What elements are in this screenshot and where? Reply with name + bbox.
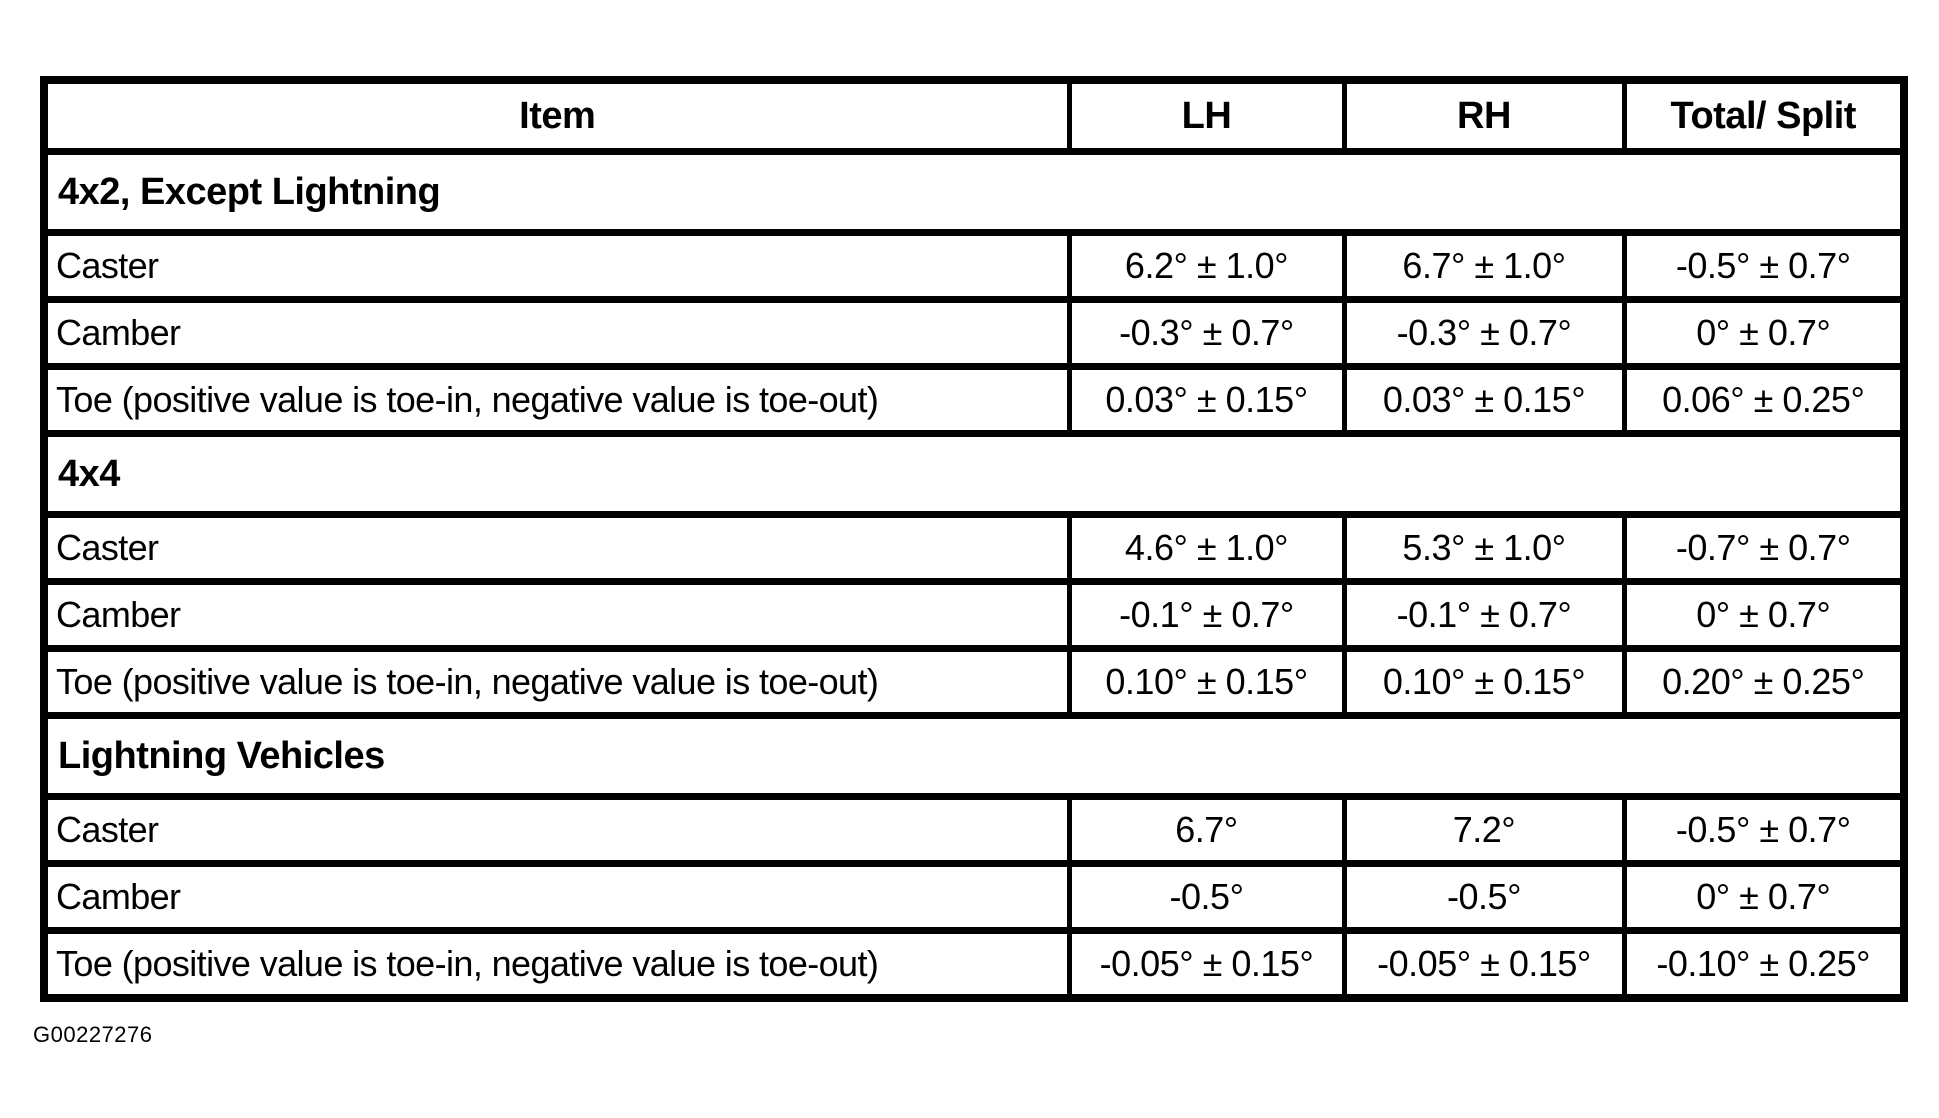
section-title: Lightning Vehicles [41,712,1907,800]
table-row-lightning-camber: Camber -0.5° -0.5° 0° ± 0.7° [41,860,1907,934]
total-split-value: -0.7° ± 0.7° [1621,511,1907,585]
col-header-item: Item [41,76,1072,155]
table-row-4x4-camber: Camber -0.1° ± 0.7° -0.1° ± 0.7° 0° ± 0.… [41,578,1907,652]
item-cell: Caster [41,793,1072,867]
table-row-4x4-caster: Caster 4.6° ± 1.0° 5.3° ± 1.0° -0.7° ± 0… [41,511,1907,585]
rh-value: -0.3° ± 0.7° [1341,296,1627,370]
rh-value: -0.1° ± 0.7° [1341,578,1627,652]
table-row-4x2-caster: Caster 6.2° ± 1.0° 6.7° ± 1.0° -0.5° ± 0… [41,229,1907,303]
lh-value: 6.7° [1066,793,1347,867]
column-header-row: Item LH RH Total/ Split [41,76,1907,155]
lh-value: 4.6° ± 1.0° [1066,511,1347,585]
table-row-4x4-toe: Toe (positive value is toe-in, negative … [41,645,1907,719]
section-title: 4x4 [41,430,1907,518]
lh-value: 6.2° ± 1.0° [1066,229,1347,303]
item-cell: Caster [41,229,1072,303]
item-cell: Camber [41,296,1072,370]
table-row-4x2-camber: Camber -0.3° ± 0.7° -0.3° ± 0.7° 0° ± 0.… [41,296,1907,370]
section-header-4x4: 4x4 [41,430,1907,518]
section-header-lightning-vehicles: Lightning Vehicles [41,712,1907,800]
rh-value: 7.2° [1341,793,1627,867]
item-cell: Caster [41,511,1072,585]
table-row-lightning-toe: Toe (positive value is toe-in, negative … [41,927,1907,1002]
total-split-value: 0° ± 0.7° [1621,860,1907,934]
rh-value: 6.7° ± 1.0° [1341,229,1627,303]
item-cell: Toe (positive value is toe-in, negative … [41,645,1072,719]
item-cell: Toe (positive value is toe-in, negative … [41,363,1072,437]
total-split-value: 0° ± 0.7° [1621,296,1907,370]
rh-value: 0.03° ± 0.15° [1341,363,1627,437]
item-cell: Toe (positive value is toe-in, negative … [41,927,1072,1002]
table-row-4x2-toe: Toe (positive value is toe-in, negative … [41,363,1907,437]
item-cell: Camber [41,860,1072,934]
col-header-lh: LH [1066,76,1347,155]
total-split-value: -0.5° ± 0.7° [1621,793,1907,867]
rh-value: -0.5° [1341,860,1627,934]
total-split-value: -0.10° ± 0.25° [1621,927,1907,1002]
section-header-4x2-except-lightning: 4x2, Except Lightning [41,148,1907,236]
lh-value: -0.5° [1066,860,1347,934]
lh-value: -0.1° ± 0.7° [1066,578,1347,652]
total-split-value: 0° ± 0.7° [1621,578,1907,652]
section-title: 4x2, Except Lightning [41,148,1907,236]
total-split-value: 0.20° ± 0.25° [1621,645,1907,719]
table-row-lightning-caster: Caster 6.7° 7.2° -0.5° ± 0.7° [41,793,1907,867]
col-header-total-split: Total/ Split [1621,76,1907,155]
total-split-value: -0.5° ± 0.7° [1621,229,1907,303]
col-header-rh: RH [1341,76,1627,155]
lh-value: 0.10° ± 0.15° [1066,645,1347,719]
item-cell: Camber [41,578,1072,652]
rh-value: 0.10° ± 0.15° [1341,645,1627,719]
rh-value: -0.05° ± 0.15° [1341,927,1627,1002]
rh-value: 5.3° ± 1.0° [1341,511,1627,585]
lh-value: -0.05° ± 0.15° [1066,927,1347,1002]
lh-value: 0.03° ± 0.15° [1066,363,1347,437]
total-split-value: 0.06° ± 0.25° [1621,363,1907,437]
wheel-alignment-spec-table: Item LH RH Total/ Split 4x2, Except Ligh… [40,76,1908,1002]
figure-code: G00227276 [33,1022,153,1047]
lh-value: -0.3° ± 0.7° [1066,296,1347,370]
